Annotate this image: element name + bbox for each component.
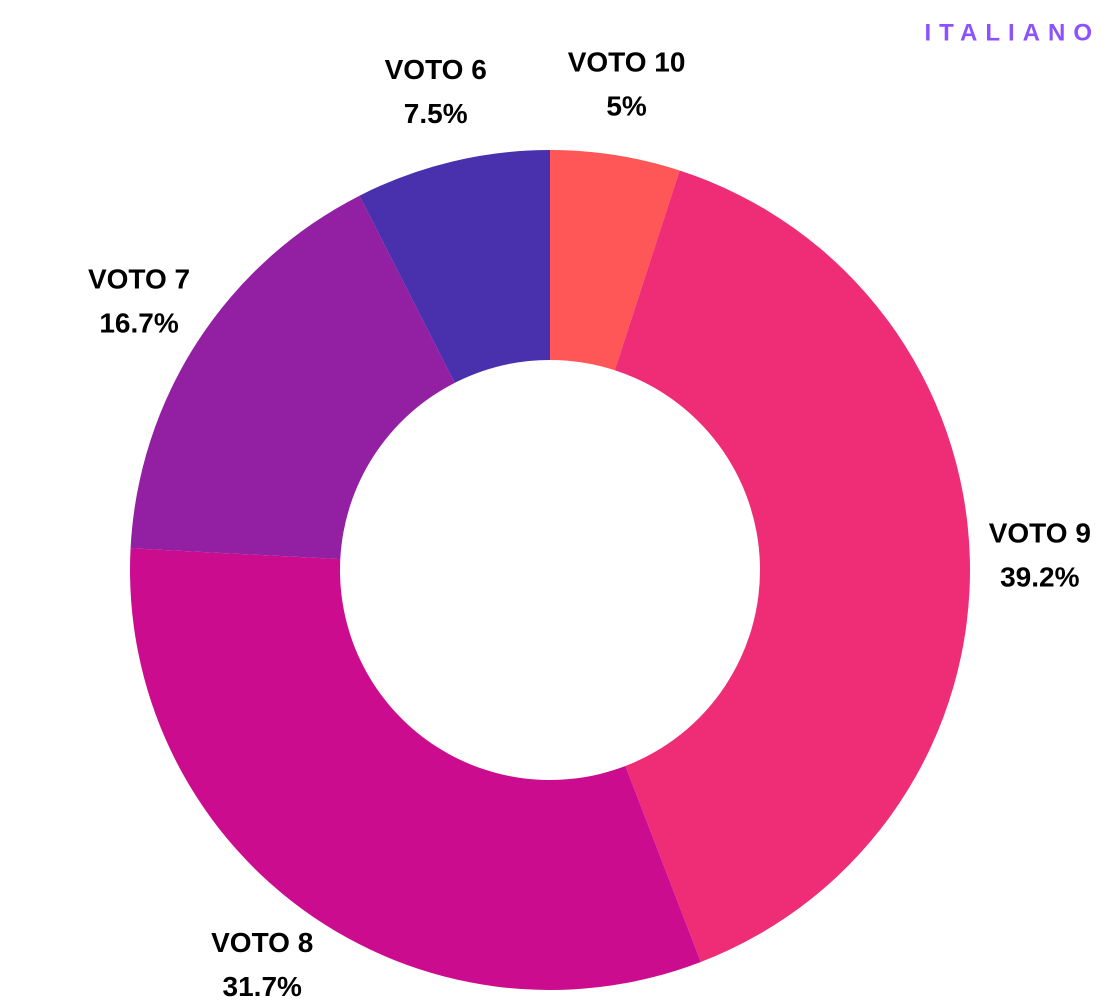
slice-label: VOTO 6	[385, 54, 487, 85]
slice-value: 31.7%	[223, 971, 302, 1002]
slice	[550, 150, 680, 371]
slice-value: 39.2%	[1000, 561, 1079, 592]
slice-label: VOTO 10	[568, 46, 686, 77]
slice	[359, 150, 550, 383]
slice-label: VOTO 8	[211, 927, 313, 958]
slice-value: 7.5%	[404, 98, 468, 129]
slice	[614, 170, 970, 963]
slice-label: VOTO 9	[989, 517, 1091, 548]
slice	[130, 195, 455, 560]
slice-label: VOTO 7	[88, 264, 190, 295]
slice-value: 16.7%	[99, 308, 178, 339]
slice-value: 5%	[606, 90, 647, 121]
slice	[129, 548, 701, 990]
chart-title: ITALIANO	[924, 19, 1100, 46]
